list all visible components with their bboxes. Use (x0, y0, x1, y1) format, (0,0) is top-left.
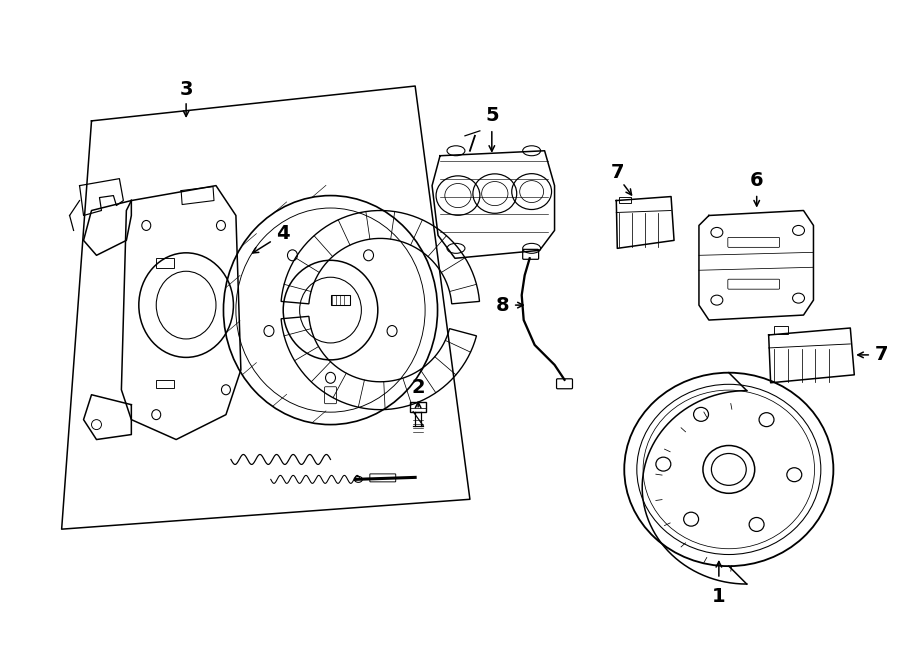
Text: 3: 3 (179, 79, 193, 98)
Text: 4: 4 (276, 224, 290, 243)
Text: 7: 7 (610, 163, 624, 182)
Text: 7: 7 (875, 346, 888, 364)
Text: 8: 8 (496, 295, 509, 315)
Text: 2: 2 (411, 378, 425, 397)
Text: 5: 5 (485, 106, 499, 126)
Text: 1: 1 (712, 588, 725, 606)
Text: 6: 6 (750, 171, 763, 190)
